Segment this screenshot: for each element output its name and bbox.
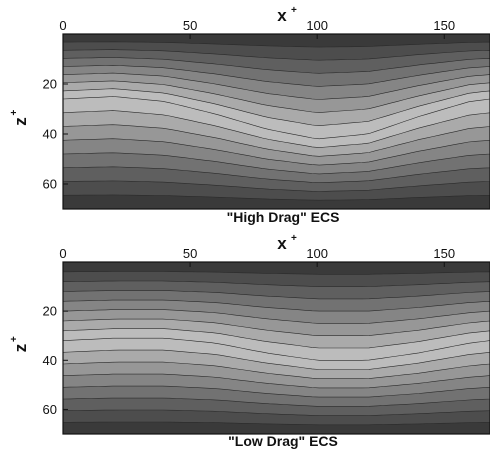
contour-field [63, 262, 490, 434]
y-tick-label: 20 [43, 304, 57, 319]
y-axis-title: z [11, 117, 30, 126]
x-tick-label: 150 [433, 18, 455, 33]
panel-caption: "Low Drag" ECS [228, 433, 338, 449]
x-axis-title-superscript: + [291, 5, 297, 16]
x-tick-label: 100 [306, 246, 328, 261]
x-tick-label: 0 [59, 18, 66, 33]
y-axis-title: z [11, 344, 30, 353]
y-tick-label: 20 [43, 77, 57, 92]
y-tick-label: 40 [43, 127, 57, 142]
x-axis-title-superscript: + [291, 233, 297, 244]
contour-level-8 [63, 337, 490, 361]
y-axis-title-group: z+ [9, 110, 30, 126]
plot-frame [62, 261, 490, 435]
x-tick-label: 50 [183, 18, 197, 33]
contour-field [63, 34, 490, 209]
y-tick-label: 60 [43, 177, 57, 192]
x-tick-label: 100 [306, 18, 328, 33]
x-tick-label: 50 [183, 246, 197, 261]
y-tick-label: 40 [43, 353, 57, 368]
plot-frame [62, 33, 490, 210]
panel-caption: "High Drag" ECS [227, 209, 340, 225]
contour-level-7 [63, 88, 490, 148]
x-tick-label: 0 [59, 246, 66, 261]
y-axis-title-superscript: + [9, 336, 20, 342]
y-axis-title-group: z+ [9, 336, 30, 352]
x-axis-title: x [277, 6, 287, 25]
x-axis-title: x [277, 234, 287, 253]
y-axis-title-superscript: + [9, 110, 20, 116]
y-tick-label: 60 [43, 402, 57, 417]
x-tick-label: 150 [433, 246, 455, 261]
contour-level-8 [63, 96, 490, 140]
